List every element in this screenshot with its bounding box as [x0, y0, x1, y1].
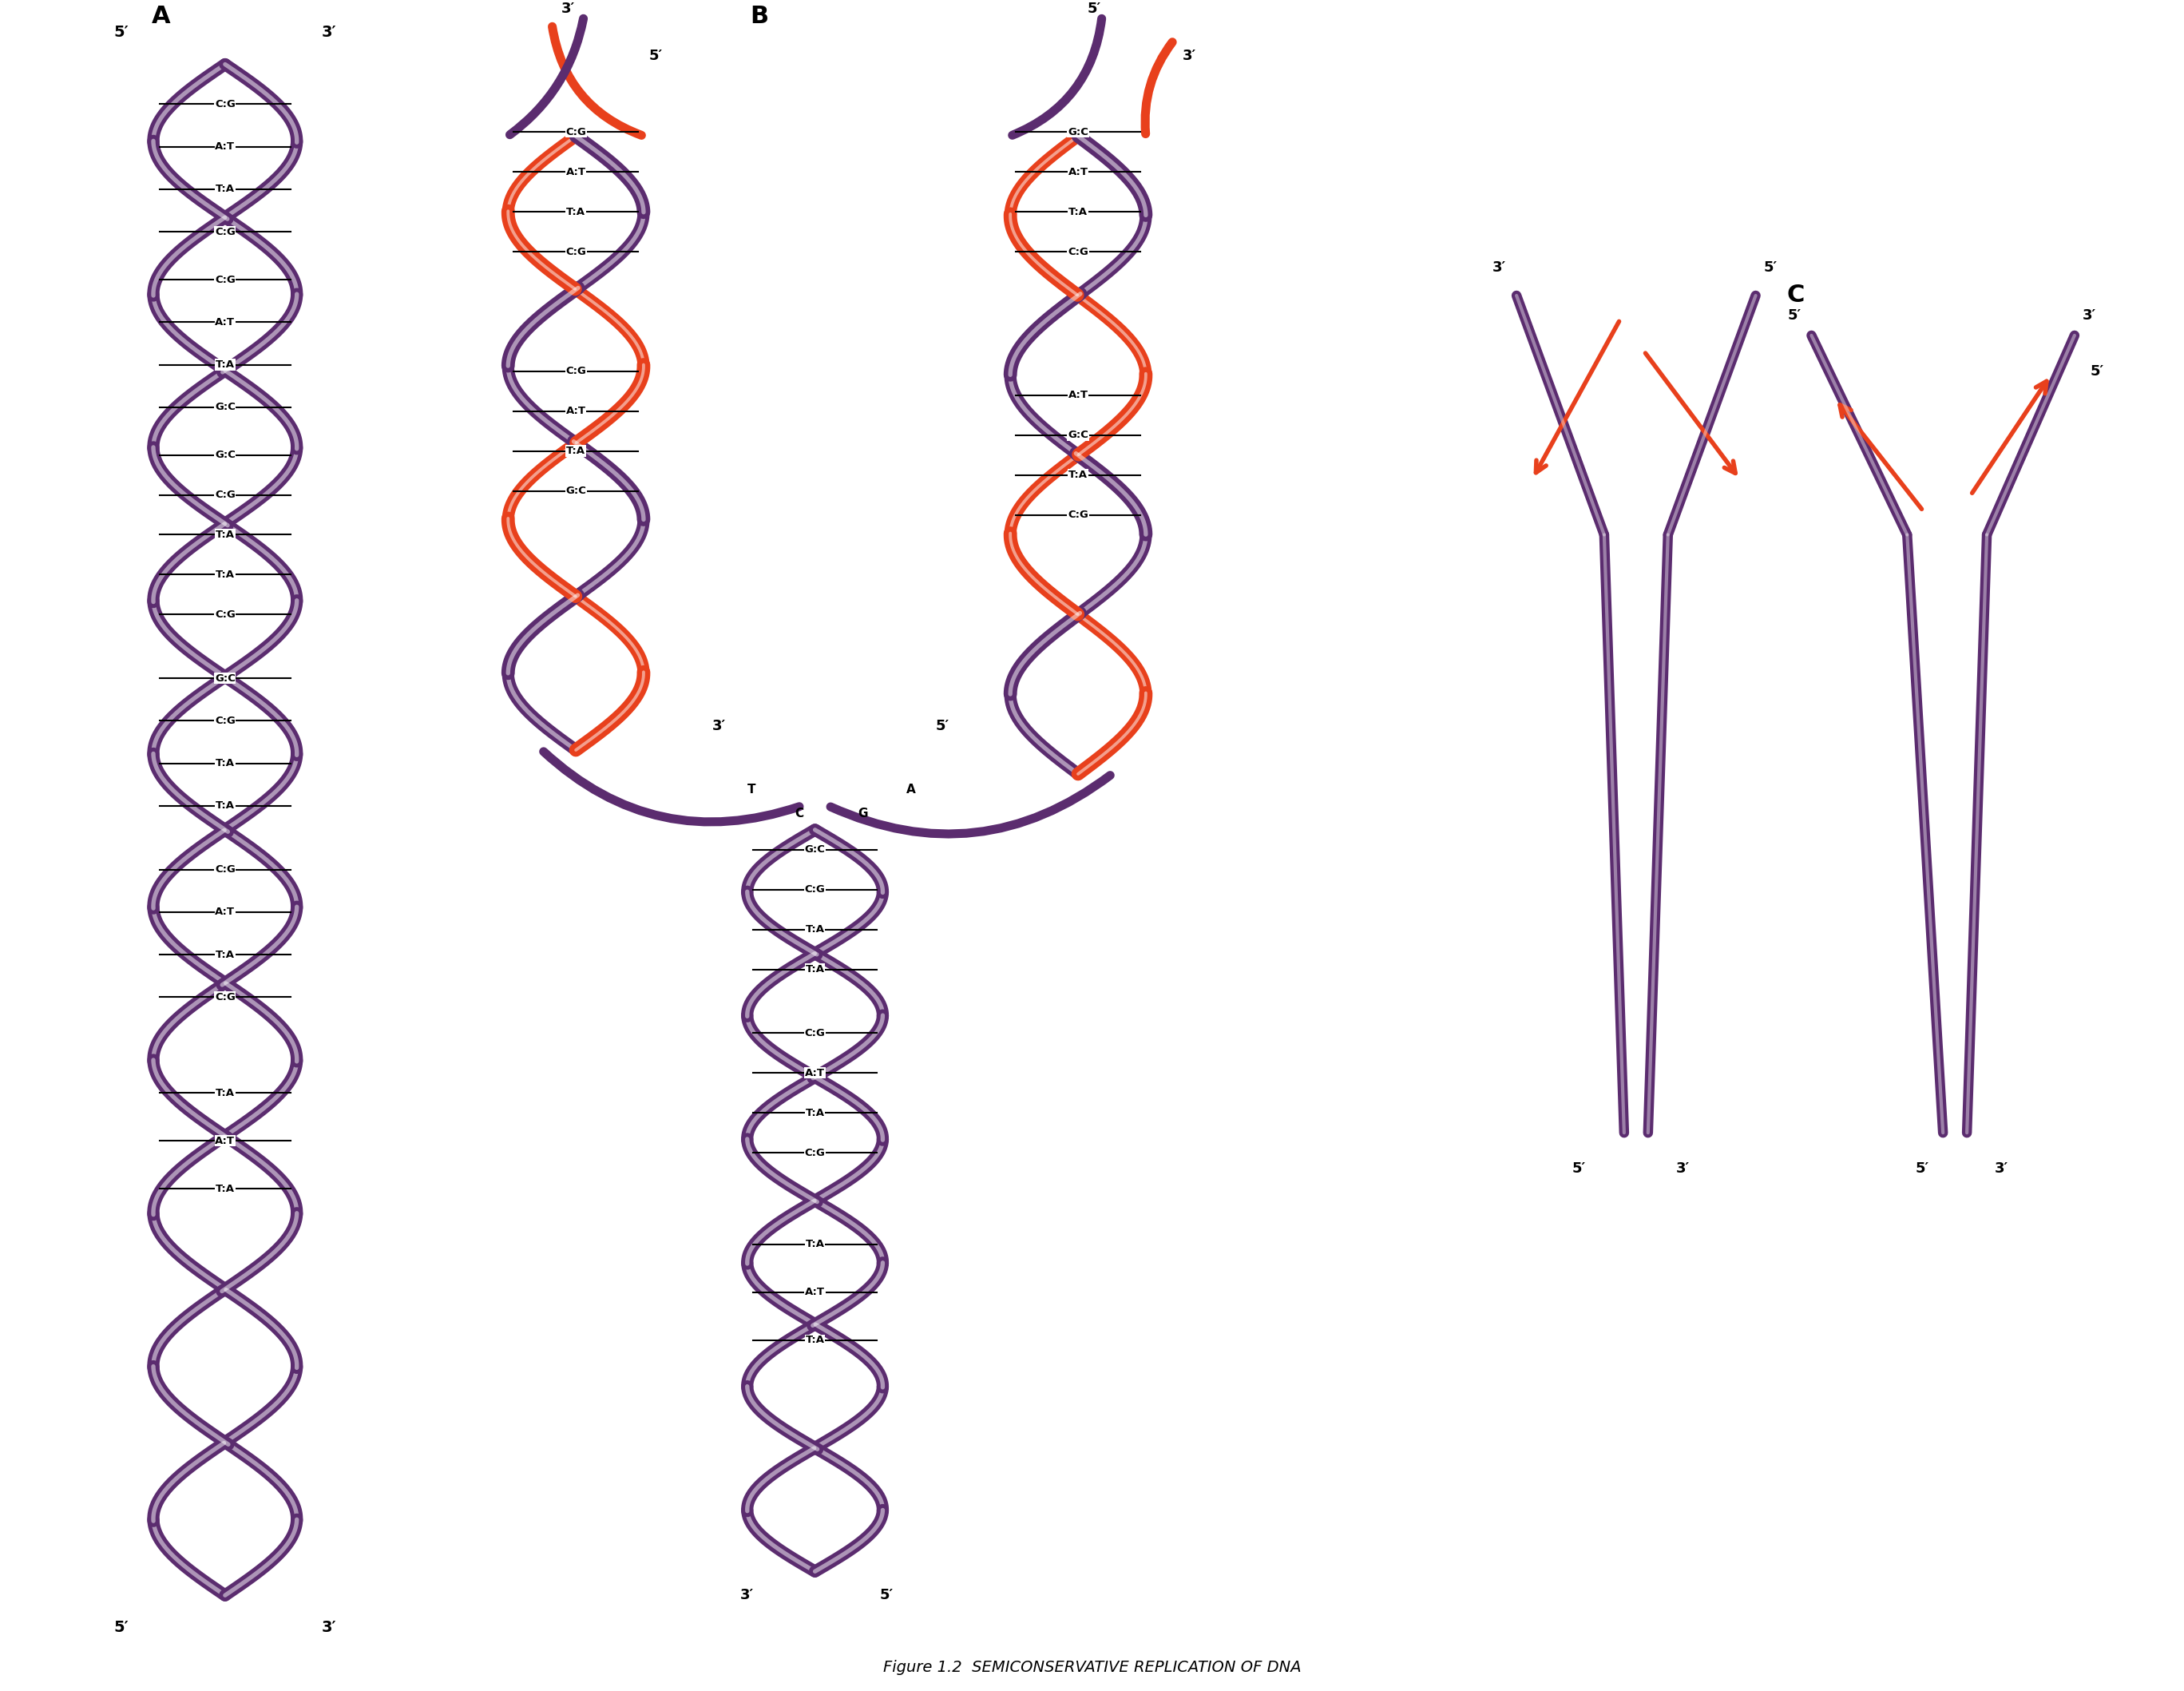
Text: A:T: A:T	[214, 316, 236, 328]
Text: T:A: T:A	[806, 964, 826, 974]
Text: A: A	[906, 785, 915, 796]
Text: C:G: C:G	[1068, 509, 1088, 521]
Text: G:C: G:C	[566, 485, 585, 495]
Text: G:C: G:C	[804, 844, 826, 856]
Text: T:A: T:A	[216, 360, 234, 370]
Text: T:A: T:A	[216, 800, 234, 812]
Text: 5′: 5′	[114, 25, 129, 41]
Text: T:A: T:A	[216, 758, 234, 768]
Text: C:G: C:G	[214, 274, 236, 284]
Text: 5′: 5′	[1915, 1162, 1928, 1175]
Text: C:G: C:G	[566, 127, 585, 137]
Text: T:A: T:A	[216, 529, 234, 539]
Text: 5′: 5′	[649, 49, 662, 64]
Text: C:G: C:G	[566, 247, 585, 257]
Text: T:A: T:A	[216, 1087, 234, 1097]
Text: 3′: 3′	[1994, 1162, 2009, 1175]
Text: T: T	[747, 785, 756, 796]
Text: C:G: C:G	[214, 609, 236, 619]
Text: T:A: T:A	[806, 925, 826, 935]
Text: A:T: A:T	[806, 1287, 826, 1297]
Text: A:T: A:T	[214, 906, 236, 918]
Text: C:G: C:G	[566, 365, 585, 377]
Text: C:G: C:G	[214, 227, 236, 237]
Text: A:T: A:T	[1068, 391, 1088, 401]
Text: 3′: 3′	[1184, 49, 1197, 64]
Text: T:A: T:A	[566, 206, 585, 216]
Text: C:G: C:G	[214, 993, 236, 1003]
Text: 3′: 3′	[2084, 308, 2097, 323]
Text: 5′: 5′	[880, 1588, 893, 1603]
Text: T:A: T:A	[216, 950, 234, 960]
Text: T:A: T:A	[1068, 470, 1088, 480]
Text: 5′: 5′	[1787, 308, 1802, 323]
Text: G:C: G:C	[214, 402, 236, 413]
Text: 5′: 5′	[1572, 1162, 1586, 1175]
Text: T:A: T:A	[216, 1184, 234, 1194]
Text: C:G: C:G	[214, 715, 236, 725]
Text: T:A: T:A	[806, 1334, 826, 1346]
Text: T:A: T:A	[566, 446, 585, 457]
Text: T:A: T:A	[806, 1240, 826, 1250]
Text: C:G: C:G	[214, 100, 236, 110]
Text: T:A: T:A	[216, 184, 234, 194]
Text: 5′: 5′	[114, 1620, 129, 1635]
Text: 5′: 5′	[1088, 2, 1101, 15]
Text: Figure 1.2  SEMICONSERVATIVE REPLICATION OF DNA: Figure 1.2 SEMICONSERVATIVE REPLICATION …	[882, 1659, 1302, 1674]
Text: 3′: 3′	[321, 25, 336, 41]
Text: C:G: C:G	[804, 1148, 826, 1158]
Text: 5′: 5′	[935, 719, 950, 734]
Text: T:A: T:A	[216, 570, 234, 580]
Text: C:G: C:G	[214, 490, 236, 501]
Text: A:T: A:T	[806, 1067, 826, 1079]
Text: 5′: 5′	[1765, 260, 1778, 276]
Text: 3′: 3′	[712, 719, 727, 734]
Text: 3′: 3′	[321, 1620, 336, 1635]
Text: A:T: A:T	[1068, 167, 1088, 178]
Text: 3′: 3′	[1492, 260, 1507, 276]
Text: A: A	[153, 5, 170, 29]
Text: C: C	[795, 808, 804, 820]
Text: A:T: A:T	[566, 406, 585, 416]
Text: G: G	[858, 808, 867, 820]
Text: C:G: C:G	[214, 864, 236, 874]
Text: C: C	[1787, 284, 1804, 308]
Text: G:C: G:C	[1068, 127, 1088, 137]
Text: 3′: 3′	[561, 2, 574, 15]
Text: C:G: C:G	[804, 1028, 826, 1038]
Text: C:G: C:G	[1068, 247, 1088, 257]
Text: G:C: G:C	[214, 450, 236, 460]
Text: B: B	[749, 5, 769, 29]
Text: A:T: A:T	[566, 167, 585, 178]
Text: T:A: T:A	[806, 1108, 826, 1118]
Text: G:C: G:C	[214, 673, 236, 683]
Text: G:C: G:C	[1068, 430, 1088, 440]
Text: 3′: 3′	[740, 1588, 753, 1603]
Text: 5′: 5′	[2090, 364, 2103, 379]
Text: A:T: A:T	[214, 142, 236, 152]
Text: C:G: C:G	[804, 884, 826, 895]
Text: T:A: T:A	[1068, 206, 1088, 216]
Text: A:T: A:T	[214, 1136, 236, 1146]
Text: 3′: 3′	[1675, 1162, 1690, 1175]
